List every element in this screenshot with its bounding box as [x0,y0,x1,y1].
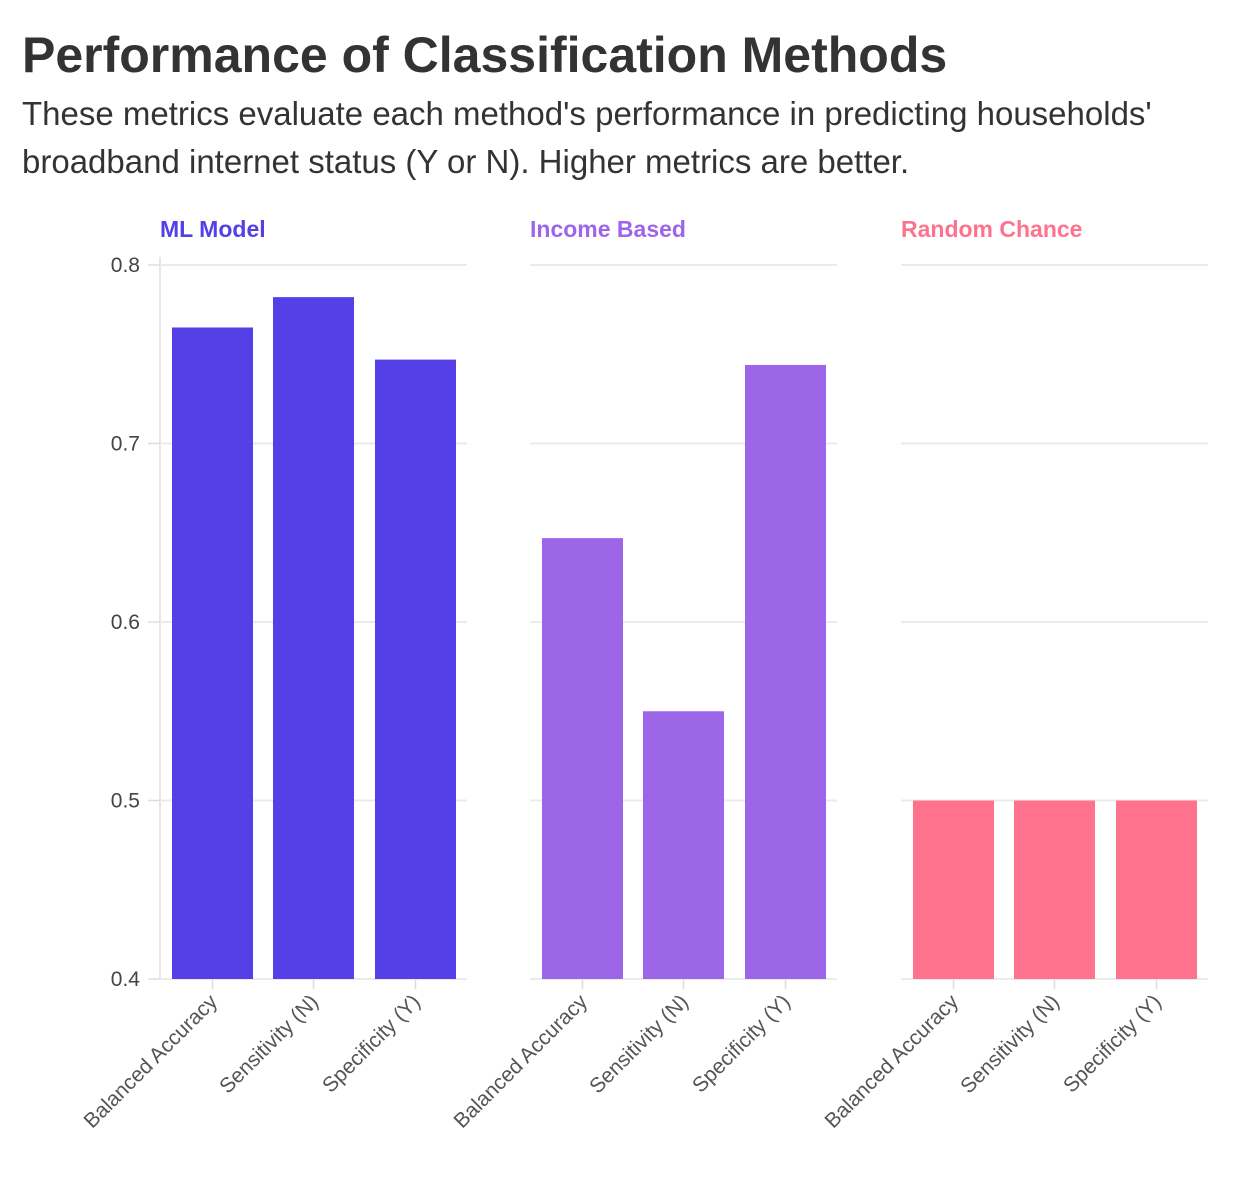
facet-label: ML Model [160,216,266,242]
x-tick-label: Balanced Accuracy [79,990,222,1133]
x-tick-label: Sensitivity (N) [215,990,323,1098]
bar [1014,800,1095,979]
bar [273,297,354,979]
facet-label: Random Chance [901,216,1082,242]
y-tick-label: 0.4 [111,968,141,991]
bar [643,711,724,979]
y-tick-label: 0.8 [111,254,140,277]
x-tick-label: Balanced Accuracy [820,990,963,1133]
x-tick-label: Sensitivity (N) [956,990,1064,1098]
x-tick-label: Sensitivity (N) [585,990,693,1098]
x-tick-label: Specificity (Y) [318,990,425,1097]
bar [1116,800,1197,979]
chart-subtitle: These metrics evaluate each method's per… [22,95,1152,180]
bar [745,364,826,980]
bar [542,538,623,979]
bar [172,327,253,980]
x-tick-label: Specificity (Y) [688,990,795,1097]
y-tick-label: 0.7 [111,433,140,456]
y-tick-label: 0.6 [111,611,140,634]
x-tick-label: Specificity (Y) [1059,990,1166,1097]
bar [375,359,456,980]
x-tick-label: Balanced Accuracy [449,990,592,1133]
facet-label: Income Based [530,216,686,242]
y-tick-label: 0.5 [111,790,140,813]
chart-title: Performance of Classification Methods [22,27,948,83]
bar [913,800,994,979]
